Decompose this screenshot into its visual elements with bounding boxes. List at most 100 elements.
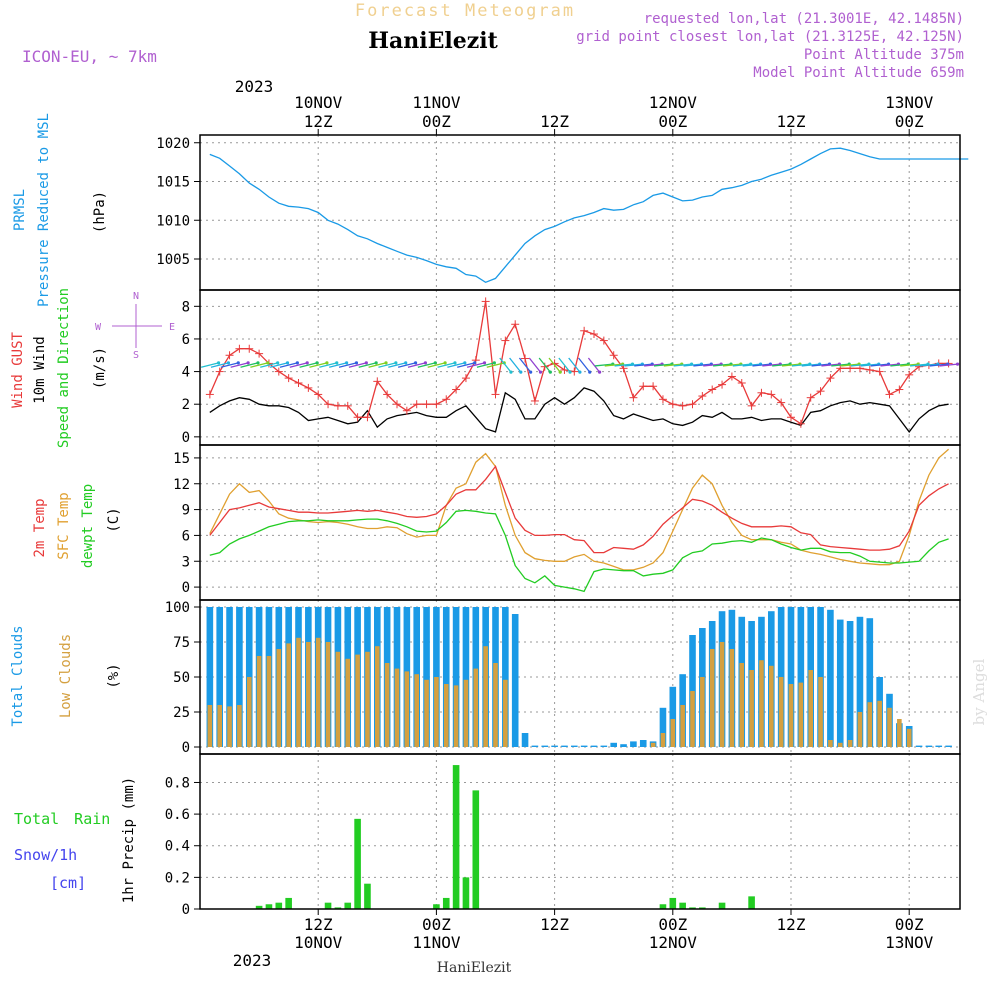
low-cloud-bar-18 — [384, 663, 390, 747]
low-cloud-bar-1 — [217, 705, 222, 747]
wind-arrow-63 — [821, 363, 840, 367]
ytick-label-4-1: 0.2 — [165, 870, 190, 886]
wind-arrow-62 — [811, 363, 830, 367]
low-cloud-bar-6 — [266, 656, 272, 747]
low-cloud-bar-19 — [394, 668, 400, 747]
bottom-hour-2: 12Z — [540, 915, 569, 934]
ytick-label-1-4: 8 — [182, 299, 190, 315]
bottom-hour-4: 12Z — [777, 915, 806, 934]
bottom-hour-1: 00Z — [422, 915, 451, 934]
wind-arrow-1 — [210, 362, 229, 368]
wind-arrow-head-19 — [404, 361, 408, 365]
wind-arrow-head-14 — [354, 361, 359, 365]
wind-arrow-head-30 — [509, 370, 513, 374]
total-cloud-bar-44 — [639, 740, 647, 747]
wind-arrow-46 — [653, 363, 672, 367]
total-cloud-bar-25 — [452, 607, 460, 747]
wind-arrow-head-34 — [548, 370, 552, 374]
total-cloud-bar-66 — [856, 616, 864, 747]
wind-arrow-38 — [578, 357, 591, 373]
footer-location: HaniElezit — [437, 960, 512, 976]
low-cloud-bar-69 — [887, 707, 892, 747]
wind-arrow-57 — [762, 363, 781, 367]
pressure-label-2: Pressure Reduced to MSL — [36, 113, 52, 307]
wind-arrow-65 — [841, 363, 860, 367]
ytick-label-3-3: 75 — [173, 635, 190, 651]
low-cloud-bar-2 — [227, 706, 232, 747]
wind-arrow-13 — [329, 362, 347, 368]
low-cloud-bar-53 — [729, 649, 735, 747]
bottom-hour-3: 00Z — [658, 915, 687, 934]
total-cloud-bar-39 — [590, 745, 598, 747]
ytick-label-1-1: 2 — [182, 397, 190, 413]
wind-arrow-61 — [801, 363, 820, 367]
low-cloud-bar-3 — [237, 705, 242, 747]
wind-arrow-72 — [910, 363, 929, 367]
wind-arrow-head-22 — [433, 361, 437, 365]
wind-arrow-12 — [319, 362, 337, 368]
low-cloud-bar-22 — [424, 679, 429, 747]
low-cloud-bar-68 — [877, 700, 882, 747]
top-hour-2: 12Z — [540, 112, 569, 131]
wind-arrow-59 — [781, 363, 801, 367]
wind-arrow-head-13 — [345, 361, 349, 365]
low-cloud-bar-50 — [700, 677, 705, 747]
wind-arrow-40 — [594, 363, 613, 367]
wind-arrow-head-75 — [955, 362, 960, 366]
total-cloud-bar-36 — [561, 745, 568, 747]
pressure-label-3: (hPa) — [92, 191, 108, 233]
wind-arrow-33 — [528, 357, 542, 373]
low-cloud-bar-70 — [897, 719, 902, 747]
wind-arrow-head-16 — [374, 361, 378, 365]
wind-arrow-head-4 — [256, 361, 260, 365]
ytick-label-0-0: 1005 — [156, 252, 190, 268]
low-cloud-bar-55 — [749, 670, 754, 747]
panel-ylabels: PRMSL Pressure Reduced to MSL (hPa) Wind… — [10, 113, 175, 903]
wind-arrow-37 — [568, 357, 581, 373]
bottom-date-5: 13NOV — [885, 933, 934, 952]
total-cloud-bar-41 — [610, 742, 617, 747]
low-cloud-bar-64 — [837, 742, 843, 747]
bottom-date-1: 11NOV — [412, 933, 461, 952]
low-cloud-bar-65 — [847, 740, 853, 747]
ytick-label-2-3: 9 — [182, 503, 190, 519]
panel-frame-1 — [199, 289, 961, 446]
wind-arrow-head-15 — [364, 361, 368, 365]
low-cloud-bar-54 — [739, 663, 745, 747]
low-cloud-bar-23 — [434, 677, 439, 747]
credit-watermark: by Angel — [970, 658, 988, 725]
low-cloud-bar-57 — [769, 665, 774, 747]
wind-arrow-19 — [388, 362, 406, 368]
top-year: 2023 — [235, 77, 274, 96]
top-hour-3: 00Z — [658, 112, 687, 131]
wind-arrow-head-0 — [216, 361, 221, 365]
wind-arrow-15 — [348, 362, 367, 368]
low-cloud-bar-20 — [404, 671, 410, 747]
total-cloud-bar-65 — [846, 621, 854, 747]
low-cloud-bar-10 — [306, 642, 311, 747]
wind-arrow-50 — [693, 363, 712, 367]
dewpt-temp-line — [209, 509, 949, 593]
requested-coords: requested lon,lat (21.3001E, 42.1485N) — [644, 11, 964, 27]
t2m-line — [209, 465, 949, 554]
wind-arrow-55 — [742, 363, 761, 367]
rain-bar-27 — [472, 790, 480, 909]
total-cloud-bar-3 — [236, 607, 243, 747]
ytick-label-4-2: 0.4 — [165, 839, 190, 855]
ytick-label-2-5: 15 — [173, 451, 190, 467]
bottom-date-0: 10NOV — [294, 933, 343, 952]
wind-arrow-head-39 — [597, 370, 602, 374]
wind-arrow-head-31 — [519, 370, 523, 374]
t2m-label: 2m Temp — [32, 498, 48, 557]
wind-arrow-54 — [732, 363, 751, 367]
wind-arrow-24 — [437, 362, 456, 368]
low-cloud-bar-62 — [818, 677, 823, 747]
wind-arrow-head-38 — [588, 370, 592, 374]
wind-arrow-20 — [397, 362, 416, 368]
rain-bar-26 — [462, 877, 470, 909]
wind-arrow-18 — [378, 362, 397, 368]
wind-arrow-45 — [644, 363, 663, 367]
wind-arrow-head-8 — [295, 361, 299, 365]
rain-bar-14 — [344, 902, 352, 909]
low-cloud-bar-56 — [759, 660, 764, 747]
